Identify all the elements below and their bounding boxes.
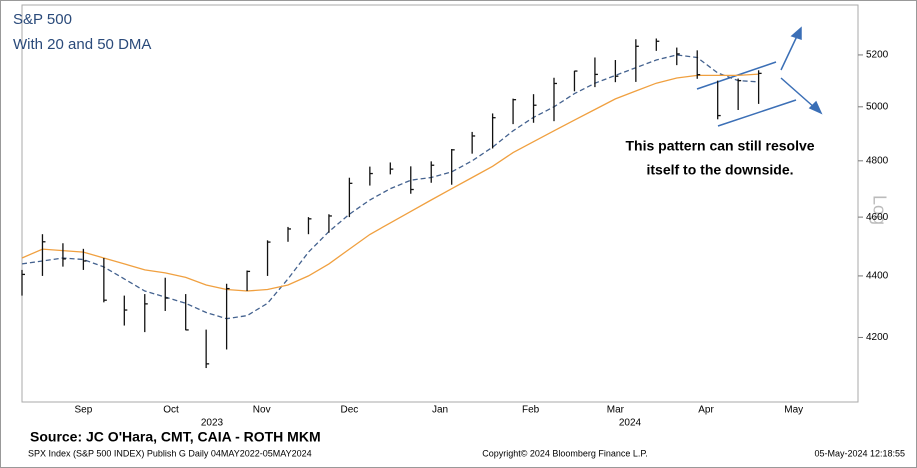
- x-tick-label: Mar: [607, 405, 625, 416]
- moving-average: [21, 73, 759, 292]
- chart-subtitle: With 20 and 50 DMA: [13, 36, 151, 53]
- y-tick-label: 5200: [866, 50, 889, 61]
- chart-title: S&P 500: [13, 11, 72, 28]
- x-tick-label: Nov: [253, 405, 271, 416]
- y-tick-label: 5000: [866, 101, 889, 112]
- arrow: [780, 33, 799, 71]
- axis-label: Log: [869, 195, 889, 225]
- y-tick-label: 4200: [866, 332, 889, 343]
- footer-left: SPX Index (S&P 500 INDEX) Publish G Dail…: [28, 448, 312, 458]
- footer-center: Copyright© 2024 Bloomberg Finance L.P.: [482, 448, 648, 458]
- annotation: itself to the downside.: [646, 162, 793, 178]
- x-year-label: 2023: [201, 418, 224, 429]
- x-year-label: 2024: [619, 418, 642, 429]
- x-tick-label: Oct: [163, 405, 179, 416]
- x-tick-label: Sep: [74, 405, 92, 416]
- y-tick-label: 4600: [866, 212, 889, 223]
- x-tick-label: Dec: [340, 405, 358, 416]
- footer-right: 05-May-2024 12:18:55: [814, 448, 905, 458]
- source: Source: JC O'Hara, CMT, CAIA - ROTH MKM: [30, 429, 321, 445]
- x-tick-label: Feb: [522, 405, 540, 416]
- annotation: This pattern can still resolve: [625, 138, 814, 154]
- x-tick-label: Jan: [432, 405, 448, 416]
- y-tick-label: 4400: [866, 271, 889, 282]
- trend-line: [717, 99, 797, 127]
- x-tick-label: Apr: [698, 405, 714, 416]
- x-tick-label: May: [784, 405, 803, 416]
- plot-frame: [21, 4, 859, 403]
- arrow-head: [790, 26, 802, 41]
- y-tick-label: 4800: [866, 155, 889, 166]
- arrow: [780, 77, 816, 109]
- arrow-head: [808, 100, 823, 115]
